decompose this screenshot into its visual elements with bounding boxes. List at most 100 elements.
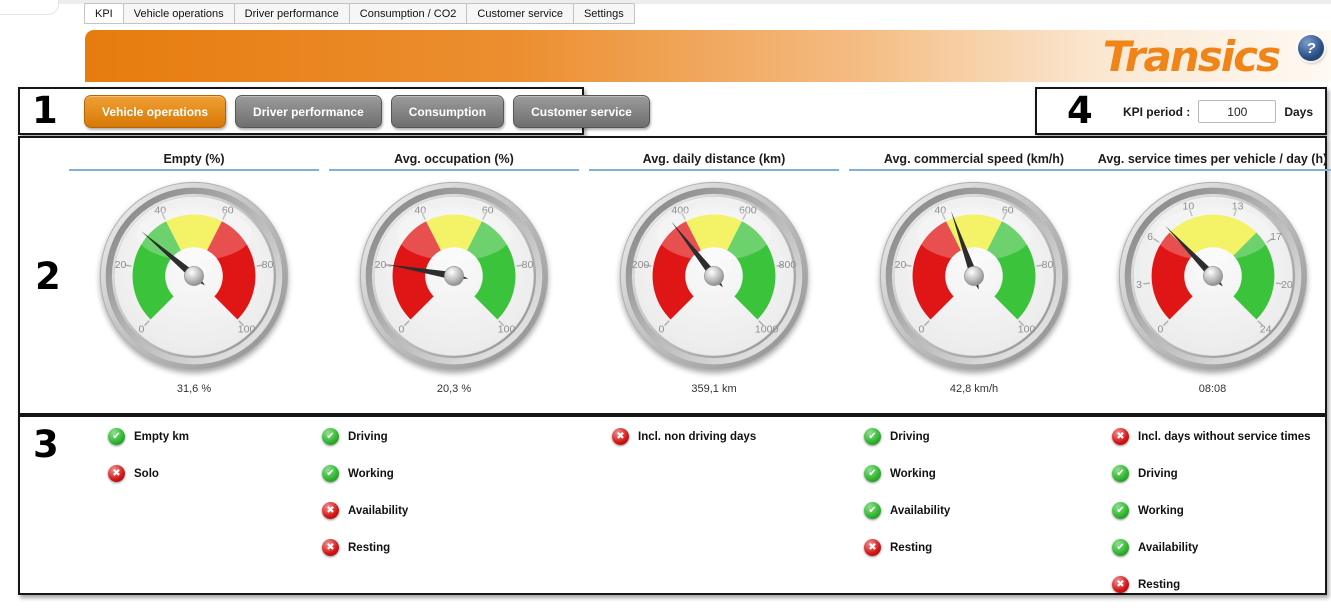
tab-kpi[interactable]: KPI <box>84 3 124 24</box>
gauge-tick-label: 400 <box>671 204 689 216</box>
gauge-tick-label: 100 <box>1018 323 1036 335</box>
gauge-col-empty: Empty (%) 0 20 40 60 80 100 31,6 % <box>64 144 324 395</box>
check-item-working[interactable]: ✔ Working <box>322 465 408 482</box>
section-3-checklists: 3 ✔ Empty km ✖ Solo ✔ Driving ✔ Working ✖ Availab… <box>18 415 1327 595</box>
check-icon[interactable]: ✔ <box>1112 502 1129 519</box>
gauge-tick-label: 0 <box>658 323 664 335</box>
transics-logo: Transics <box>1102 32 1281 81</box>
check-item-availability[interactable]: ✖ Availability <box>322 502 408 519</box>
cross-icon[interactable]: ✖ <box>322 502 339 519</box>
check-icon[interactable]: ✔ <box>108 428 125 445</box>
gauge-tick-label: 3 <box>1136 279 1142 291</box>
gauge-value: 20,3 % <box>436 383 472 395</box>
cross-icon[interactable]: ✖ <box>108 465 125 482</box>
gauge-tick-label: 20 <box>375 259 387 271</box>
check-item-resting[interactable]: ✖ Resting <box>322 539 408 556</box>
check-item-label: Driving <box>348 430 388 443</box>
gauge-tick-label: 17 <box>1270 231 1282 243</box>
cross-icon[interactable]: ✖ <box>864 539 881 556</box>
cross-icon[interactable]: ✖ <box>1112 576 1129 593</box>
cross-icon[interactable]: ✖ <box>322 539 339 556</box>
check-item-label: Resting <box>348 541 391 554</box>
check-item-label: Empty km <box>134 430 189 443</box>
gauge-avg-service-times-per-vehicle-day-h: 0 3 6 10 13 17 20 24 <box>1104 180 1321 372</box>
check-icon[interactable]: ✔ <box>864 502 881 519</box>
gauge-title: Avg. service times per vehicle / day (h) <box>1088 152 1331 171</box>
section-3-number: 3 <box>33 423 59 466</box>
check-item-resting[interactable]: ✖ Resting <box>864 539 950 556</box>
gauge-tick-label: 40 <box>414 204 426 216</box>
gauge-tick-label: 10 <box>1182 200 1194 212</box>
gauge-tick-label: 60 <box>222 204 234 216</box>
gauge-tick-label: 600 <box>739 204 757 216</box>
tab-driver-performance[interactable]: Driver performance <box>233 3 350 24</box>
category-button-driver-performance[interactable]: Driver performance <box>235 95 382 128</box>
help-icon[interactable]: ? <box>1298 35 1324 61</box>
check-item-empty-km[interactable]: ✔ Empty km <box>108 428 189 445</box>
gauge-tick-label: 0 <box>138 323 144 335</box>
check-item-incl-days-without-service-times[interactable]: ✖ Incl. days without service times <box>1112 428 1311 445</box>
gauge-col-avg-daily-distance-km: Avg. daily distance (km) 0 200 400 600 800 100… <box>584 144 844 395</box>
cross-icon[interactable]: ✖ <box>1112 428 1129 445</box>
category-button-consumption[interactable]: Consumption <box>390 95 505 128</box>
check-item-driving[interactable]: ✔ Driving <box>1112 465 1311 482</box>
gauge-empty: 0 20 40 60 80 100 <box>64 180 324 372</box>
gauge-title: Avg. occupation (%) <box>329 152 579 171</box>
category-button-vehicle-operations[interactable]: Vehicle operations <box>84 95 227 128</box>
check-item-label: Availability <box>890 504 951 517</box>
check-icon[interactable]: ✔ <box>322 428 339 445</box>
section-2-number: 2 <box>35 255 61 298</box>
check-item-driving[interactable]: ✔ Driving <box>322 428 408 445</box>
check-icon[interactable]: ✔ <box>322 465 339 482</box>
checklist-col-avg-service-times-per-vehicle-day-h: ✖ Incl. days without service times ✔ Drivin… <box>1112 428 1311 613</box>
tab-vehicle-operations[interactable]: Vehicle operations <box>122 3 235 24</box>
gauge-tick-label: 80 <box>1042 259 1054 271</box>
cross-icon[interactable]: ✖ <box>612 428 629 445</box>
gauge-tick-label: 13 <box>1231 200 1243 212</box>
check-item-label: Availability <box>348 504 409 517</box>
kpi-period-input[interactable] <box>1198 100 1277 123</box>
checklist-col-avg-commercial-speed-km-h: ✔ Driving ✔ Working ✔ Availability ✖ Resting <box>864 428 950 576</box>
gauge-tick-label: 20 <box>115 259 127 271</box>
gauge-tick-label: 40 <box>934 204 946 216</box>
check-item-availability[interactable]: ✔ Availability <box>864 502 950 519</box>
window-top-strip <box>0 0 1331 4</box>
check-icon[interactable]: ✔ <box>1112 465 1129 482</box>
gauge-tick-label: 6 <box>1147 231 1153 243</box>
tab-customer-service[interactable]: Customer service <box>466 3 574 24</box>
check-item-label: Availability <box>1138 541 1199 554</box>
check-item-working[interactable]: ✔ Working <box>1112 502 1311 519</box>
kpi-period-label: KPI period : <box>1122 104 1191 119</box>
gauge-tick-label: 0 <box>918 323 924 335</box>
checklist-col-avg-daily-distance-km: ✖ Incl. non driving days <box>612 428 756 465</box>
check-icon[interactable]: ✔ <box>864 428 881 445</box>
gauge-value: 31,6 % <box>176 383 212 395</box>
section-4-number: 4 <box>1067 89 1093 132</box>
section-2-gauges: 2 Empty (%) 0 20 40 60 80 100 31,6 % Avg. occupa… <box>18 136 1331 415</box>
category-button-customer-service[interactable]: Customer service <box>513 95 650 128</box>
gauge-avg-daily-distance-km: 0 200 400 600 800 1000 <box>584 180 844 372</box>
gauge-col-avg-commercial-speed-km-h: Avg. commercial speed (km/h) 0 20 40 60 80 100… <box>844 144 1104 395</box>
check-icon[interactable]: ✔ <box>1112 539 1129 556</box>
gauge-col-avg-occupation: Avg. occupation (%) 0 20 40 60 80 100 20,3 % <box>324 144 584 395</box>
gauge-title: Avg. commercial speed (km/h) <box>849 152 1099 171</box>
check-item-label: Incl. non driving days <box>638 430 757 443</box>
check-item-label: Working <box>1138 504 1184 517</box>
check-item-driving[interactable]: ✔ Driving <box>864 428 950 445</box>
gauge-tick-label: 1000 <box>755 323 779 335</box>
header-banner: Transics ? <box>85 30 1331 82</box>
gauge-title: Avg. daily distance (km) <box>589 152 839 171</box>
gauge-tick-label: 20 <box>1281 279 1293 291</box>
check-item-availability[interactable]: ✔ Availability <box>1112 539 1311 556</box>
check-icon[interactable]: ✔ <box>864 465 881 482</box>
check-item-solo[interactable]: ✖ Solo <box>108 465 189 482</box>
check-item-resting[interactable]: ✖ Resting <box>1112 576 1311 593</box>
check-item-incl-non-driving-days[interactable]: ✖ Incl. non driving days <box>612 428 756 445</box>
check-item-working[interactable]: ✔ Working <box>864 465 950 482</box>
gauge-tick-label: 0 <box>398 323 404 335</box>
tab-consumption-co2[interactable]: Consumption / CO2 <box>348 3 468 24</box>
section-1-number: 1 <box>32 89 58 132</box>
tab-settings[interactable]: Settings <box>572 3 635 24</box>
section-4-kpi-period: 4 KPI period : Days <box>1035 87 1327 135</box>
gauge-col-avg-service-times-per-vehicle-day-h: Avg. service times per vehicle / day (h)… <box>1088 144 1331 395</box>
